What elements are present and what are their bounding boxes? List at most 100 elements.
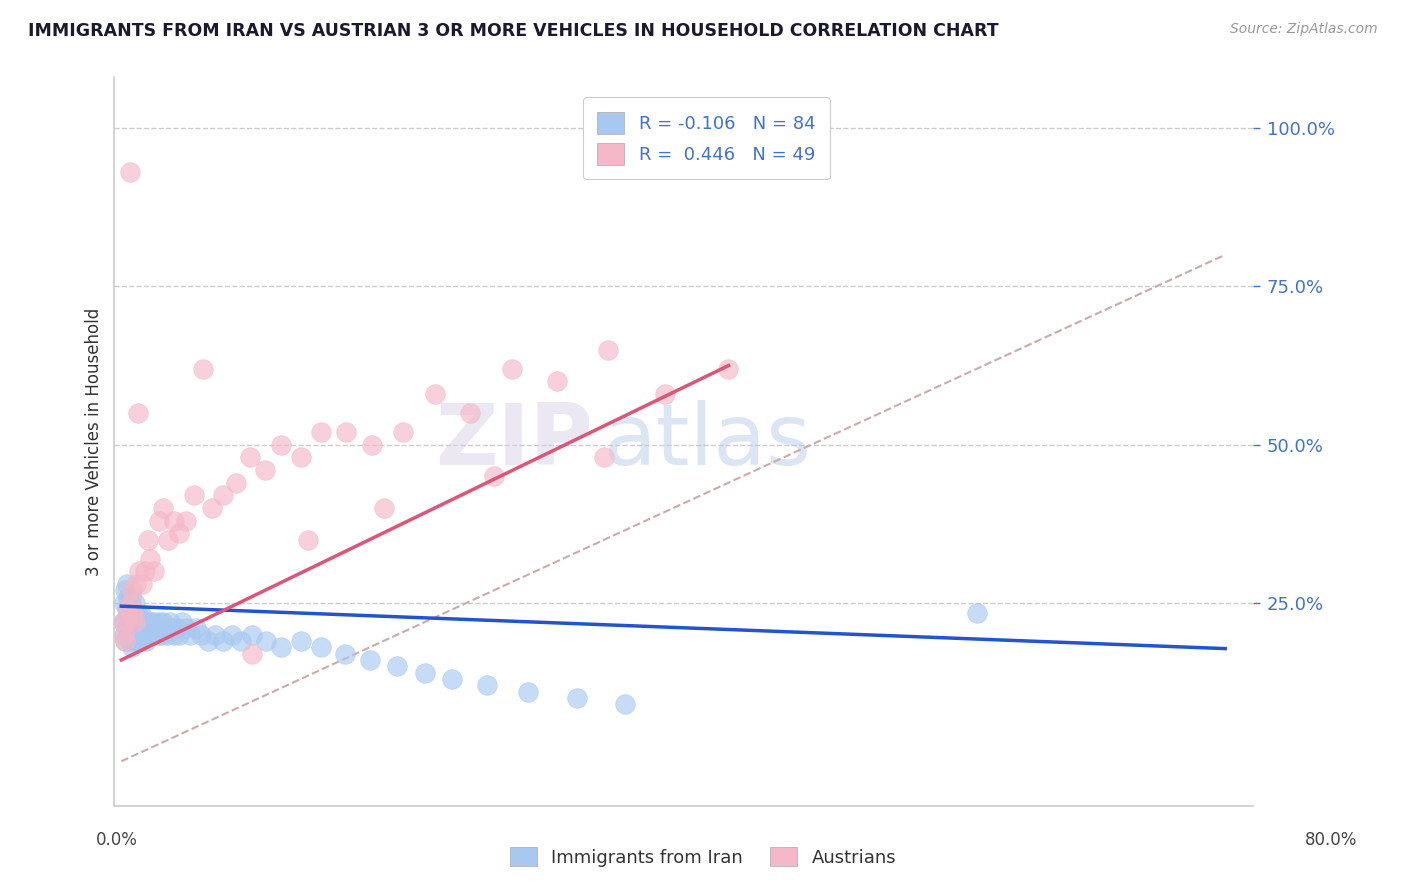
Point bbox=[166, 621, 188, 635]
Point bbox=[135, 634, 157, 648]
Point bbox=[120, 596, 142, 610]
Point bbox=[139, 615, 162, 629]
Point bbox=[190, 628, 212, 642]
Point bbox=[121, 640, 143, 655]
Point bbox=[204, 628, 226, 642]
Point bbox=[290, 450, 312, 465]
Point bbox=[121, 602, 143, 616]
Point bbox=[423, 387, 446, 401]
Point bbox=[201, 501, 224, 516]
Point bbox=[593, 450, 616, 465]
Point bbox=[413, 665, 436, 680]
Point bbox=[169, 526, 191, 541]
Point bbox=[184, 621, 207, 635]
Point bbox=[129, 634, 152, 648]
Point bbox=[124, 596, 146, 610]
Point bbox=[717, 361, 740, 376]
Point bbox=[311, 425, 333, 439]
Point bbox=[517, 684, 540, 698]
Text: IMMIGRANTS FROM IRAN VS AUSTRIAN 3 OR MORE VEHICLES IN HOUSEHOLD CORRELATION CHA: IMMIGRANTS FROM IRAN VS AUSTRIAN 3 OR MO… bbox=[28, 22, 998, 40]
Point bbox=[212, 634, 235, 648]
Point bbox=[152, 615, 174, 629]
Point bbox=[138, 628, 160, 642]
Point bbox=[297, 533, 319, 547]
Point bbox=[565, 691, 588, 706]
Point bbox=[598, 343, 620, 357]
Point bbox=[115, 602, 138, 616]
Point bbox=[242, 628, 264, 642]
Point bbox=[254, 634, 277, 648]
Point bbox=[163, 514, 186, 528]
Point bbox=[128, 565, 150, 579]
Point bbox=[117, 602, 139, 616]
Point bbox=[122, 608, 145, 623]
Point bbox=[136, 533, 159, 547]
Point bbox=[253, 463, 276, 477]
Point bbox=[149, 621, 172, 635]
Point bbox=[117, 628, 139, 642]
Point bbox=[242, 647, 264, 661]
Legend: Immigrants from Iran, Austrians: Immigrants from Iran, Austrians bbox=[502, 840, 904, 874]
Point bbox=[373, 501, 395, 516]
Point bbox=[482, 469, 505, 483]
Point bbox=[129, 615, 152, 629]
Point bbox=[148, 514, 170, 528]
Point bbox=[118, 634, 141, 648]
Point bbox=[614, 698, 637, 712]
Point bbox=[132, 621, 155, 635]
Legend: R = -0.106   N = 84, R =  0.446   N = 49: R = -0.106 N = 84, R = 0.446 N = 49 bbox=[583, 97, 830, 179]
Point bbox=[183, 488, 205, 502]
Point bbox=[387, 659, 409, 673]
Point bbox=[179, 628, 201, 642]
Point bbox=[131, 577, 153, 591]
Point bbox=[124, 634, 146, 648]
Point bbox=[118, 165, 141, 179]
Point bbox=[152, 501, 174, 516]
Point bbox=[146, 628, 169, 642]
Point bbox=[117, 590, 139, 604]
Point bbox=[212, 488, 235, 502]
Point bbox=[174, 514, 197, 528]
Point bbox=[155, 621, 177, 635]
Point bbox=[127, 615, 149, 629]
Point bbox=[118, 596, 141, 610]
Point bbox=[145, 621, 167, 635]
Point bbox=[134, 565, 156, 579]
Point bbox=[114, 583, 136, 598]
Point bbox=[475, 678, 498, 692]
Point bbox=[654, 387, 676, 401]
Point bbox=[170, 615, 193, 629]
Point bbox=[111, 615, 134, 629]
Point bbox=[120, 608, 142, 623]
Point bbox=[143, 615, 166, 629]
Point bbox=[121, 583, 143, 598]
Point bbox=[174, 621, 197, 635]
Point bbox=[333, 647, 356, 661]
Text: Source: ZipAtlas.com: Source: ZipAtlas.com bbox=[1230, 22, 1378, 37]
Point bbox=[441, 672, 464, 686]
Point bbox=[546, 375, 568, 389]
Point bbox=[111, 615, 134, 629]
Point bbox=[197, 634, 219, 648]
Point bbox=[131, 608, 153, 623]
Point bbox=[270, 438, 292, 452]
Point bbox=[239, 450, 262, 465]
Point bbox=[966, 606, 988, 620]
Text: 0.0%: 0.0% bbox=[96, 831, 138, 849]
Point bbox=[124, 615, 146, 629]
Point bbox=[159, 615, 181, 629]
Point bbox=[157, 533, 180, 547]
Text: ZIP: ZIP bbox=[434, 400, 592, 483]
Point bbox=[115, 615, 138, 629]
Point bbox=[112, 596, 135, 610]
Point bbox=[169, 628, 191, 642]
Point bbox=[136, 621, 159, 635]
Point bbox=[135, 615, 157, 629]
Point bbox=[141, 621, 163, 635]
Point bbox=[142, 628, 165, 642]
Point bbox=[128, 608, 150, 623]
Point bbox=[120, 628, 142, 642]
Point bbox=[290, 634, 312, 648]
Point bbox=[125, 628, 148, 642]
Point bbox=[160, 621, 183, 635]
